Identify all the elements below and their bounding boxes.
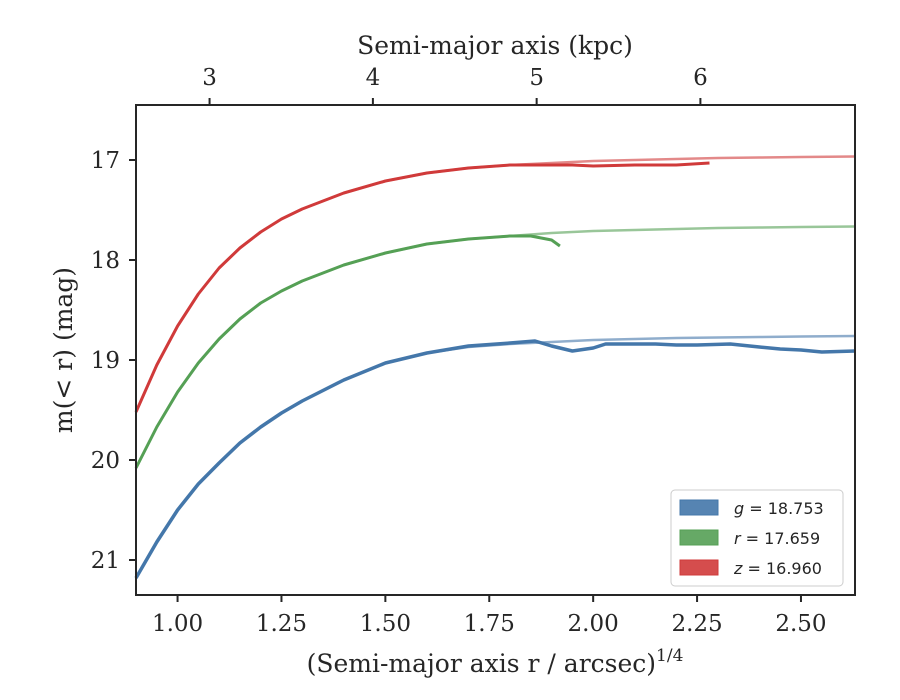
top-x-axis-ticks: 3 4 5 6 bbox=[202, 65, 708, 105]
legend-label-z: z = 16.960 bbox=[733, 559, 822, 578]
y-axis-title: m(< r) (mag) bbox=[49, 267, 78, 433]
y-tick-label: 18 bbox=[91, 248, 120, 274]
data-series bbox=[134, 161, 856, 579]
legend-swatch-z bbox=[679, 559, 719, 576]
legend: g = 18.753 r = 17.659 z = 16.960 bbox=[670, 489, 844, 587]
top-axis-title: Semi-major axis (kpc) bbox=[357, 31, 633, 60]
x-tick-label: 2.25 bbox=[671, 611, 722, 637]
series-line-r bbox=[134, 234, 561, 469]
y-tick-label: 20 bbox=[91, 448, 120, 474]
y-tick-label: 21 bbox=[91, 548, 120, 574]
x-tick-label: 2.00 bbox=[568, 611, 619, 637]
y-tick-label: 17 bbox=[91, 148, 120, 174]
x-tick-label: 2.50 bbox=[775, 611, 826, 637]
plot-frame bbox=[135, 104, 856, 596]
series-line-z bbox=[134, 161, 710, 413]
series-line-g bbox=[134, 339, 856, 579]
x-axis-title-superscript: 1/4 bbox=[656, 646, 683, 666]
legend-swatch-g bbox=[679, 499, 719, 516]
legend-label-r: r = 17.659 bbox=[734, 529, 820, 548]
y-axis-ticks: 17 18 19 20 21 bbox=[91, 148, 136, 574]
x-tick-label: 1.25 bbox=[256, 611, 307, 637]
top-tick-label: 6 bbox=[693, 65, 708, 91]
top-tick-label: 3 bbox=[202, 65, 217, 91]
x-tick-label: 1.75 bbox=[464, 611, 515, 637]
x-tick-label: 1.00 bbox=[152, 611, 203, 637]
top-tick-label: 4 bbox=[366, 65, 381, 91]
y-tick-label: 19 bbox=[91, 348, 120, 374]
legend-label-g: g = 18.753 bbox=[734, 499, 824, 518]
bottom-x-axis-ticks: 1.00 1.25 1.50 1.75 2.00 2.25 2.50 bbox=[152, 595, 827, 637]
x-axis-title: (Semi-major axis r / arcsec)1/4 bbox=[307, 646, 684, 678]
top-tick-label: 5 bbox=[529, 65, 544, 91]
legend-swatch-r bbox=[679, 529, 719, 546]
x-axis-title-text: (Semi-major axis r / arcsec) bbox=[307, 649, 656, 678]
x-tick-label: 1.50 bbox=[360, 611, 411, 637]
